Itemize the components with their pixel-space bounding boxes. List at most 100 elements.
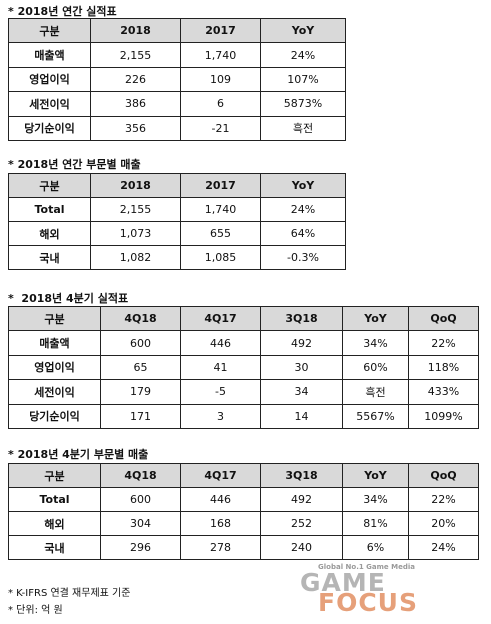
header-cell: 3Q18	[260, 463, 343, 488]
table-cell: 1,740	[180, 197, 261, 222]
table-cell: 278	[180, 535, 261, 560]
table-cell: 109	[180, 66, 261, 93]
table-cell: 24%	[260, 197, 346, 222]
table-row: 매출액 2,155 1,740 24%	[8, 42, 346, 68]
table-cell: 24%	[260, 42, 346, 68]
table-title: * 2018년 연간 실적표	[8, 5, 117, 18]
table-cell: 492	[260, 330, 343, 356]
table-row: 국내 1,082 1,085 -0.3%	[8, 245, 346, 270]
table-row: Total 600 446 492 34% 22%	[8, 487, 479, 512]
table-cell: 296	[100, 535, 181, 560]
table-cell: 34%	[342, 487, 409, 512]
header-cell: YoY	[342, 463, 409, 488]
table-cell: 34	[260, 379, 343, 405]
table-cell: 20%	[408, 511, 479, 536]
row-label: 영업이익	[8, 354, 101, 381]
header-cell: QoQ	[408, 305, 479, 332]
footnote: * K-IFRS 연결 재무제표 기준	[8, 588, 131, 599]
header-row: 구분 2018 2017 YoY	[8, 173, 346, 198]
table-title: * 2018년 4분기 실적표	[8, 292, 129, 305]
logo-text: GAME	[300, 568, 386, 597]
header-cell: YoY	[260, 17, 346, 44]
table-row: 영업이익 226 109 107%	[8, 66, 346, 93]
table-row: 영업이익 65 41 30 60% 118%	[8, 354, 479, 381]
table-cell: 2,155	[90, 197, 181, 222]
header-cell: YoY	[342, 305, 409, 332]
table-title: * 2018년 4분기 부문별 매출	[8, 448, 149, 461]
table-cell: 5873%	[260, 91, 346, 117]
table-row: 국내 296 278 240 6% 24%	[8, 535, 479, 560]
table: 구분 2018 2017 YoY 매출액 2,155 1,740 24% 영업이익 226 109 1…	[8, 17, 346, 141]
header-row: 구분 2018 2017 YoY	[8, 17, 346, 44]
header-cell: 구분	[8, 173, 91, 198]
table-cell: 600	[100, 487, 181, 512]
table-row: Total 2,155 1,740 24%	[8, 197, 346, 222]
table-row: 세전이익 179 -5 34 흑전 433%	[8, 379, 479, 405]
table-row: 당기순이익 356 -21 흑전	[8, 115, 346, 141]
table-cell: 흑전	[342, 379, 409, 405]
table: 구분 4Q18 4Q17 3Q18 YoY QoQ 매출액 600 446 492 34% 22% 영업…	[8, 305, 479, 429]
table-cell: 386	[90, 91, 181, 117]
row-label: 세전이익	[8, 91, 91, 117]
table-cell: 1099%	[408, 403, 479, 429]
table-cell: 446	[180, 487, 261, 512]
header-cell: 2018	[90, 17, 181, 44]
row-label: 당기순이익	[8, 403, 101, 429]
table-cell: 14	[260, 403, 343, 429]
table-cell: 1,073	[90, 221, 181, 246]
table-cell: 22%	[408, 330, 479, 356]
table-cell: 64%	[260, 221, 346, 246]
table-cell: 600	[100, 330, 181, 356]
table-cell: 356	[90, 115, 181, 141]
table: 구분 4Q18 4Q17 3Q18 YoY QoQ Total 600 446 492 34% 22%…	[8, 463, 479, 560]
row-label: Total	[8, 197, 91, 222]
row-label: 국내	[8, 245, 91, 270]
header-cell: 3Q18	[260, 305, 343, 332]
table-row: 해외 304 168 252 81% 20%	[8, 511, 479, 536]
header-cell: 구분	[8, 305, 101, 332]
table-row: 세전이익 386 6 5873%	[8, 91, 346, 117]
table-cell: 5567%	[342, 403, 409, 429]
table-cell: 1,740	[180, 42, 261, 68]
table-row: 당기순이익 171 3 14 5567% 1099%	[8, 403, 479, 429]
table-cell: 3	[180, 403, 261, 429]
table-cell: 304	[100, 511, 181, 536]
table-cell: 179	[100, 379, 181, 405]
table-cell: 492	[260, 487, 343, 512]
header-cell: 2017	[180, 17, 261, 44]
row-label: 당기순이익	[8, 115, 91, 141]
table-cell: 24%	[408, 535, 479, 560]
table-cell: 30	[260, 354, 343, 381]
header-cell: 구분	[8, 17, 91, 44]
table-cell: 41	[180, 354, 261, 381]
table-cell: -21	[180, 115, 261, 141]
logo-text: FOCUS	[318, 588, 418, 617]
table-cell: 446	[180, 330, 261, 356]
header-row: 구분 4Q18 4Q17 3Q18 YoY QoQ	[8, 463, 479, 488]
header-cell: 4Q17	[180, 305, 261, 332]
table-cell: 22%	[408, 487, 479, 512]
table-cell: 168	[180, 511, 261, 536]
table-cell: 2,155	[90, 42, 181, 68]
table-cell: 252	[260, 511, 343, 536]
table-cell: 60%	[342, 354, 409, 381]
table-cell: 226	[90, 66, 181, 93]
row-label: 세전이익	[8, 379, 101, 405]
table-cell: 6%	[342, 535, 409, 560]
row-label: 국내	[8, 535, 101, 560]
table-cell: 655	[180, 221, 261, 246]
table-cell: 240	[260, 535, 343, 560]
table-cell: 118%	[408, 354, 479, 381]
table-cell: 흑전	[260, 115, 346, 141]
row-label: 영업이익	[8, 66, 91, 93]
table-cell: 433%	[408, 379, 479, 405]
table-cell: 107%	[260, 66, 346, 93]
header-cell: 4Q18	[100, 463, 181, 488]
table-row: 매출액 600 446 492 34% 22%	[8, 330, 479, 356]
table-row: 해외 1,073 655 64%	[8, 221, 346, 246]
row-label: Total	[8, 487, 101, 512]
table-cell: -5	[180, 379, 261, 405]
header-cell: 2018	[90, 173, 181, 198]
header-cell: QoQ	[408, 463, 479, 488]
